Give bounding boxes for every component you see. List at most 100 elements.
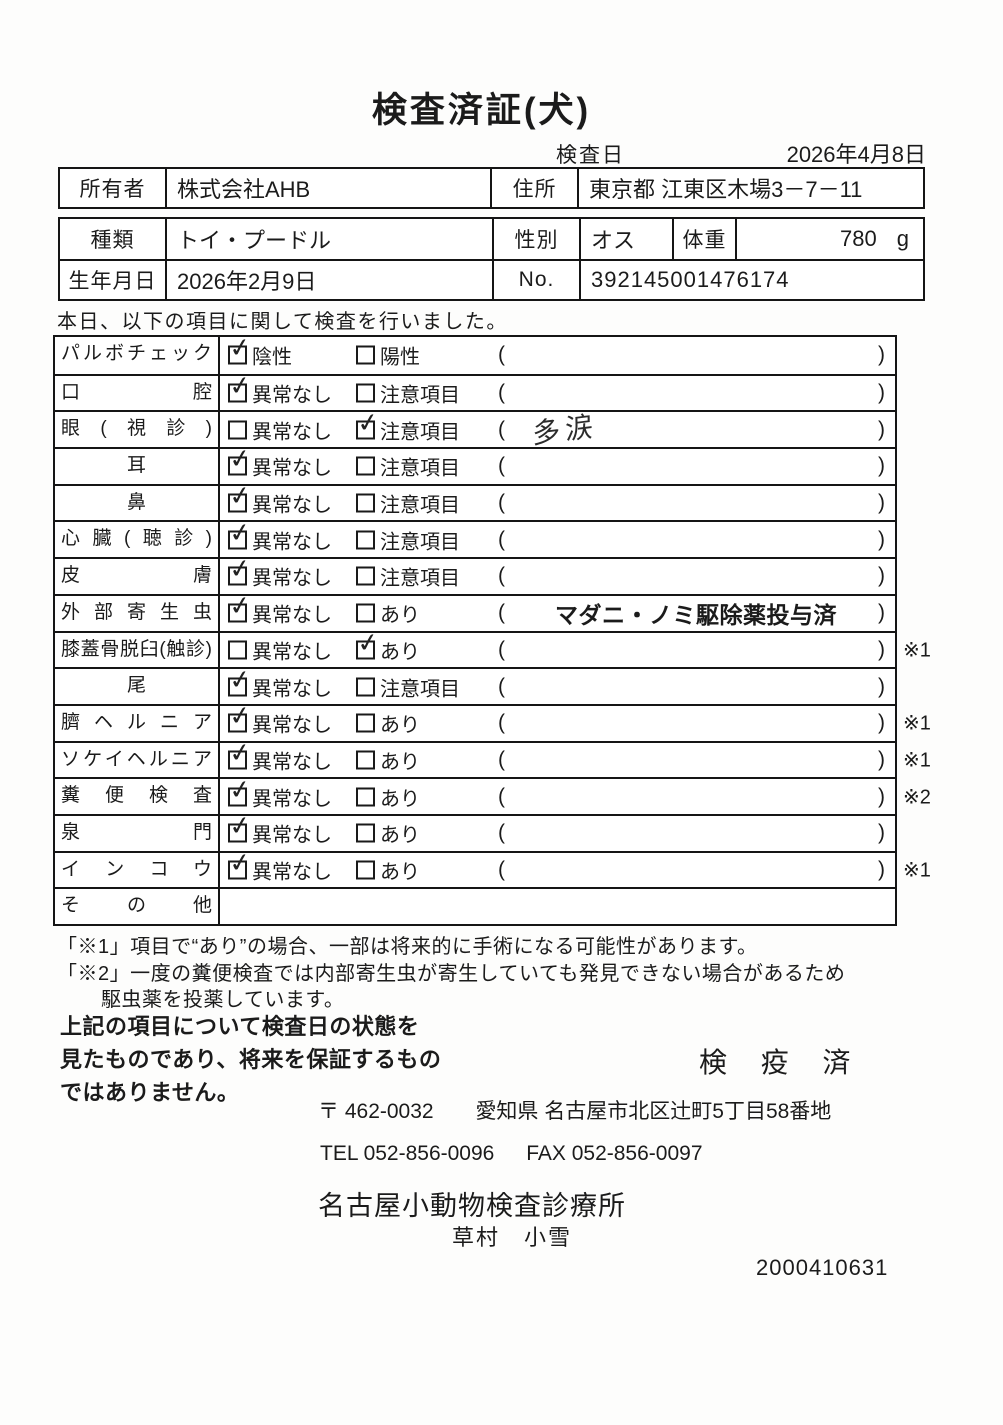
footnote-2: 「※2」一度の糞便検査では内部寄生虫が寄生していても発見できない場合があるため xyxy=(57,963,846,985)
disclaimer-paragraph: 上記の項目について検査日の状態を 見たものであり、将来を保証するもの ではありま… xyxy=(60,1010,441,1109)
birth-value: 2026年2月9日 xyxy=(165,261,492,299)
paren-open: ( xyxy=(498,527,505,551)
checkbox-icon xyxy=(356,750,375,770)
option-label: 異常なし xyxy=(252,641,332,664)
item-label: 皮膚 xyxy=(55,559,220,594)
option-label: 陰性 xyxy=(252,346,292,369)
option-label: 異常なし xyxy=(252,457,332,480)
checkbox-icon xyxy=(356,823,375,843)
option-label: 異常なし xyxy=(252,678,332,701)
exam-date-value: 2026年4月8日 xyxy=(786,142,926,167)
paren-close: ) xyxy=(878,417,885,441)
checkmark-icon: ✓ xyxy=(227,331,253,365)
checkmark-icon: ✓ xyxy=(227,662,253,696)
paren-close: ) xyxy=(878,601,885,625)
checkmark-icon: ✓ xyxy=(227,552,253,586)
address-value: 東京都 江東区木場3－7－11 xyxy=(577,169,923,207)
weight-value: 780 xyxy=(840,226,877,251)
checkmark-icon: ✓ xyxy=(227,515,253,549)
checklist-row-other: その他 xyxy=(55,887,895,924)
checkbox-icon: ✓ xyxy=(227,773,253,807)
checkbox-icon: ✓ xyxy=(355,406,381,440)
checkmark-icon: ✓ xyxy=(227,369,253,402)
option-label: あり xyxy=(380,824,420,847)
checklist-row-fontanelle: 泉門 ✓ 異常なし あり ( ) xyxy=(55,809,895,851)
checkbox-icon xyxy=(356,603,375,623)
option-label: 注意項目 xyxy=(380,531,460,554)
checklist-row-umbilical-hernia: 臍ヘルニア ✓ 異常なし あり ( ) ※1 xyxy=(55,699,931,741)
checkmark-icon: ✓ xyxy=(227,589,253,623)
item-label: 口腔 xyxy=(55,375,220,411)
clinic-name: 名古屋小動物検査診療所 xyxy=(318,1191,626,1221)
option-label: あり xyxy=(380,641,420,664)
option-label: 異常なし xyxy=(252,384,332,407)
checklist-row-tail: 尾 ✓ 異常なし 注意項目 ( ) xyxy=(55,662,895,704)
owner-label: 所有者 xyxy=(79,178,146,201)
paren-close: ) xyxy=(878,747,885,771)
page-title: 検査済証(犬) xyxy=(371,91,592,130)
option-label: 異常なし xyxy=(252,788,332,811)
item-label: 尾 xyxy=(55,669,220,704)
paren-close: ) xyxy=(878,527,885,551)
footnote-mark: ※1 xyxy=(903,639,931,662)
checkbox-icon xyxy=(356,860,375,880)
checkmark-icon: ✓ xyxy=(227,442,253,476)
exam-date-label: 検査日 xyxy=(556,144,625,167)
disclaimer-line-2: 見たものであり、将来を保証するもの xyxy=(60,1047,442,1072)
checkmark-icon: ✓ xyxy=(227,479,253,512)
option-label: 注意項目 xyxy=(380,457,460,480)
address-label: 住所 xyxy=(490,169,577,207)
intro-text: 本日、以下の項目に関して検査を行いました。 xyxy=(57,311,508,333)
option-label: 異常なし xyxy=(252,824,332,847)
paren-open: ( xyxy=(498,674,505,698)
owner-table: 所有者 株式会社AHB 住所 東京都 江東区木場3－7－11 xyxy=(58,167,925,209)
no-label: No. xyxy=(492,261,579,299)
pet-row-1: 種類 トイ・プードル 性別 オス 体重 780 g xyxy=(60,219,923,259)
checkmark-icon: ✓ xyxy=(227,772,253,806)
checkbox-icon xyxy=(356,787,375,807)
checkbox-icon xyxy=(356,493,375,513)
item-label: 糞便検査 xyxy=(55,779,220,814)
option-label: 注意項目 xyxy=(380,384,460,407)
finding-note: マダニ・ノミ駆除薬投与済 xyxy=(555,602,837,629)
paren-open: ( xyxy=(498,857,505,881)
item-label: 臍ヘルニア xyxy=(55,705,220,741)
checklist-row-skin: 皮膚 ✓ 異常なし 注意項目 ( ) xyxy=(55,552,895,594)
option-label: 異常なし xyxy=(252,751,332,774)
sex-value: オス xyxy=(579,219,672,259)
option-label: 注意項目 xyxy=(380,421,460,444)
disclaimer-line-3: ではありません。 xyxy=(60,1080,240,1105)
footnote-2-continued: 駆虫薬を投薬しています。 xyxy=(101,989,345,1011)
footnote-mark: ※2 xyxy=(903,786,931,809)
paren-open: ( xyxy=(498,454,505,478)
option-label: あり xyxy=(380,788,420,811)
checklist-table: パルボチェック ✓ 陰性 陽性 ( ) 口腔 ✓ 異常なし 注意項目 ( ) 眼(視… xyxy=(53,331,931,926)
other-empty-cell xyxy=(220,889,895,924)
checkbox-icon xyxy=(356,456,375,476)
document-number: 2000410631 xyxy=(756,1255,889,1280)
item-label: 心臓(聴診) xyxy=(55,522,220,558)
option-label: 異常なし xyxy=(252,494,332,517)
item-label: 眼(視診) xyxy=(55,412,220,448)
checklist-row-inguinal-hernia: ソケイヘルニア ✓ 異常なし あり ( ) ※1 xyxy=(55,736,931,778)
paren-open: ( xyxy=(498,711,505,735)
checkbox-icon xyxy=(356,530,375,550)
option-label: 注意項目 xyxy=(380,678,460,701)
pet-table: 種類 トイ・プードル 性別 オス 体重 780 g 生年月日 2026年2月9日… xyxy=(58,217,925,301)
checklist-row-ectoparasite: 外部寄生虫 ✓ 異常なし あり ( マダニ・ノミ駆除薬投与済 ) xyxy=(55,589,895,631)
footnote-mark: ※1 xyxy=(903,859,931,882)
option-label: あり xyxy=(380,861,420,884)
checkbox-icon: ✓ xyxy=(227,331,253,365)
kind-label: 種類 xyxy=(90,229,135,252)
paren-close: ) xyxy=(878,564,885,588)
clinic-contact-line: TEL 052-856-0096 FAX 052-856-0097 xyxy=(320,1142,703,1166)
paren-open: ( xyxy=(498,564,505,588)
option-label: 異常なし xyxy=(252,604,332,627)
checkbox-icon: ✓ xyxy=(227,516,253,550)
option-label: あり xyxy=(380,604,420,627)
paren-close: ) xyxy=(878,674,885,698)
weight-unit: g xyxy=(896,226,909,251)
birth-label: 生年月日 xyxy=(68,270,157,293)
option-label: 陽性 xyxy=(380,346,420,369)
checkbox-icon: ✓ xyxy=(227,589,253,623)
